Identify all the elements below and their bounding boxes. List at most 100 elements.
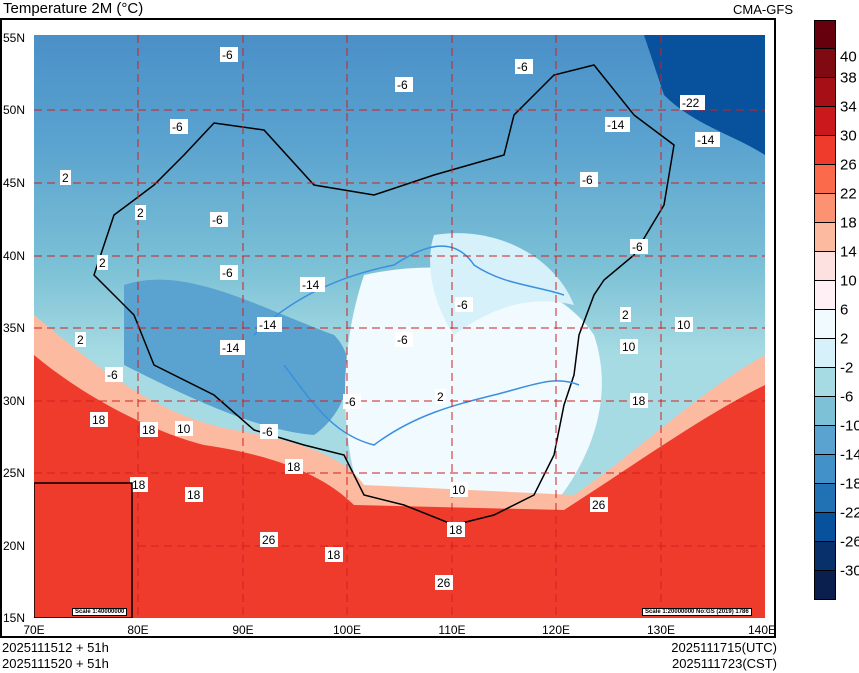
lon-label: 100E: [332, 623, 362, 637]
contour-label: -6: [457, 298, 468, 312]
contour-label: 18: [327, 548, 341, 562]
colorbar-label: 38: [840, 69, 857, 87]
colorbar-swatch: [814, 78, 836, 107]
south-china-sea-inset: [34, 482, 133, 618]
colorbar-swatch: [814, 484, 836, 513]
contour-label-bg: [455, 297, 473, 312]
colorbar-label: -14: [840, 446, 859, 464]
contour-label-bg: [97, 255, 108, 270]
lon-label: 140E: [747, 623, 777, 637]
colorbar-label: 30: [840, 127, 857, 145]
colorbar-swatch: [814, 426, 836, 455]
contour-label: -14: [222, 341, 240, 355]
gridlines: [34, 35, 765, 618]
lat-label: 50N: [3, 103, 26, 117]
colorbar-label: -22: [840, 504, 859, 522]
contour-label: -6: [172, 120, 183, 134]
lon-label: 70E: [23, 623, 45, 637]
colorbar-swatch: [814, 542, 836, 571]
lon-label: 130E: [646, 623, 676, 637]
contour-label: 18: [632, 394, 646, 408]
contour-label: 2: [99, 256, 106, 270]
mild-region: [345, 267, 602, 505]
valid-time-cst: 2025111723(CST): [671, 656, 777, 671]
colorbar: [814, 20, 836, 600]
model-name: CMA-GFS: [733, 2, 793, 17]
contour-label-bg: [435, 575, 453, 590]
colorbar-swatch: [814, 20, 836, 49]
contour-label: 26: [437, 576, 451, 590]
contour-label-bg: [695, 132, 720, 147]
contour-label-bg: [580, 172, 598, 187]
lon-label: 120E: [541, 623, 571, 637]
contour-label: -14: [697, 133, 715, 147]
contour-label: 10: [622, 340, 636, 354]
yellow-river: [253, 245, 565, 336]
init-time-utc: 2025111512 + 51h: [2, 640, 109, 655]
contour-label-bg: [140, 422, 158, 437]
lon-label: 80E: [127, 623, 149, 637]
contour-label-bg: [435, 389, 446, 404]
colorbar-swatch: [814, 194, 836, 223]
contour-label-bg: [300, 277, 325, 292]
lat-label: 40N: [3, 249, 26, 263]
colorbar-swatch: [814, 339, 836, 368]
contour-label: -6: [582, 173, 593, 187]
temperature-map: -6 -6 -6 -22 -14 -14 -6 -6 -6 -6 -14 -14 -14 -6 -6 -6 -6…: [34, 35, 765, 618]
colorbar-label: -6: [840, 388, 854, 406]
colorbar-label: 6: [840, 301, 849, 319]
lat-label: 55N: [3, 31, 26, 45]
contour-label: -6: [222, 266, 233, 280]
contour-label-bg: [90, 412, 108, 427]
contour-label-bg: [60, 170, 71, 185]
contour-label: -6: [212, 213, 223, 227]
contour-label: 18: [142, 423, 156, 437]
colorbar-label: -26: [840, 533, 859, 551]
contour-label: 2: [62, 171, 69, 185]
contour-label-bg: [170, 119, 188, 134]
contour-label-bg: [620, 307, 631, 322]
contour-label: -14: [302, 278, 320, 292]
contour-label: -6: [397, 333, 408, 347]
contour-label-bg: [75, 332, 86, 347]
contour-label: 2: [437, 390, 444, 404]
lat-label: 15N: [3, 611, 26, 625]
contour-label-bg: [285, 459, 303, 474]
contour-label-bg: [135, 205, 146, 220]
contour-label-bg: [620, 339, 638, 354]
colorbar-swatch: [814, 368, 836, 397]
contour-label: -6: [345, 395, 356, 409]
contour-label-bg: [630, 239, 648, 254]
contour-label: 10: [452, 483, 466, 497]
colorbar-swatch: [814, 136, 836, 165]
colorbar-label: 14: [840, 243, 857, 261]
contour-label-bg: [395, 332, 413, 347]
colorbar-label: -10: [840, 417, 859, 435]
valid-time-utc: 2025111715(UTC): [671, 640, 777, 655]
contour-label-bg: [630, 393, 648, 408]
contour-label: -6: [262, 425, 273, 439]
contour-labels: -6 -6 -6 -22 -14 -14 -6 -6 -6 -6 -14 -14 -14 -6 -6 -6 -6…: [60, 47, 720, 590]
map-frame: [0, 18, 776, 638]
contour-label: -22: [682, 96, 700, 110]
lat-label: 20N: [3, 539, 26, 553]
colorbar-label: -18: [840, 475, 859, 493]
contour-label-bg: [450, 482, 468, 497]
colorbar-label: -2: [840, 359, 854, 377]
contour-label-bg: [220, 265, 238, 280]
contour-label: 18: [187, 488, 201, 502]
cool-plateau: [124, 279, 349, 435]
colorbar-swatch: [814, 397, 836, 426]
colorbar-label: 2: [840, 330, 849, 348]
contour-label-bg: [343, 394, 361, 409]
colorbar-label: 26: [840, 156, 857, 174]
contour-label: 18: [449, 523, 463, 537]
contour-label-bg: [257, 317, 282, 332]
contour-label-bg: [590, 497, 608, 512]
contour-label-bg: [220, 47, 238, 62]
contour-label: 26: [262, 533, 276, 547]
china-border: [93, 64, 675, 526]
lat-label: 45N: [3, 176, 26, 190]
contour-label-bg: [260, 424, 278, 439]
contour-label: -14: [259, 318, 277, 332]
